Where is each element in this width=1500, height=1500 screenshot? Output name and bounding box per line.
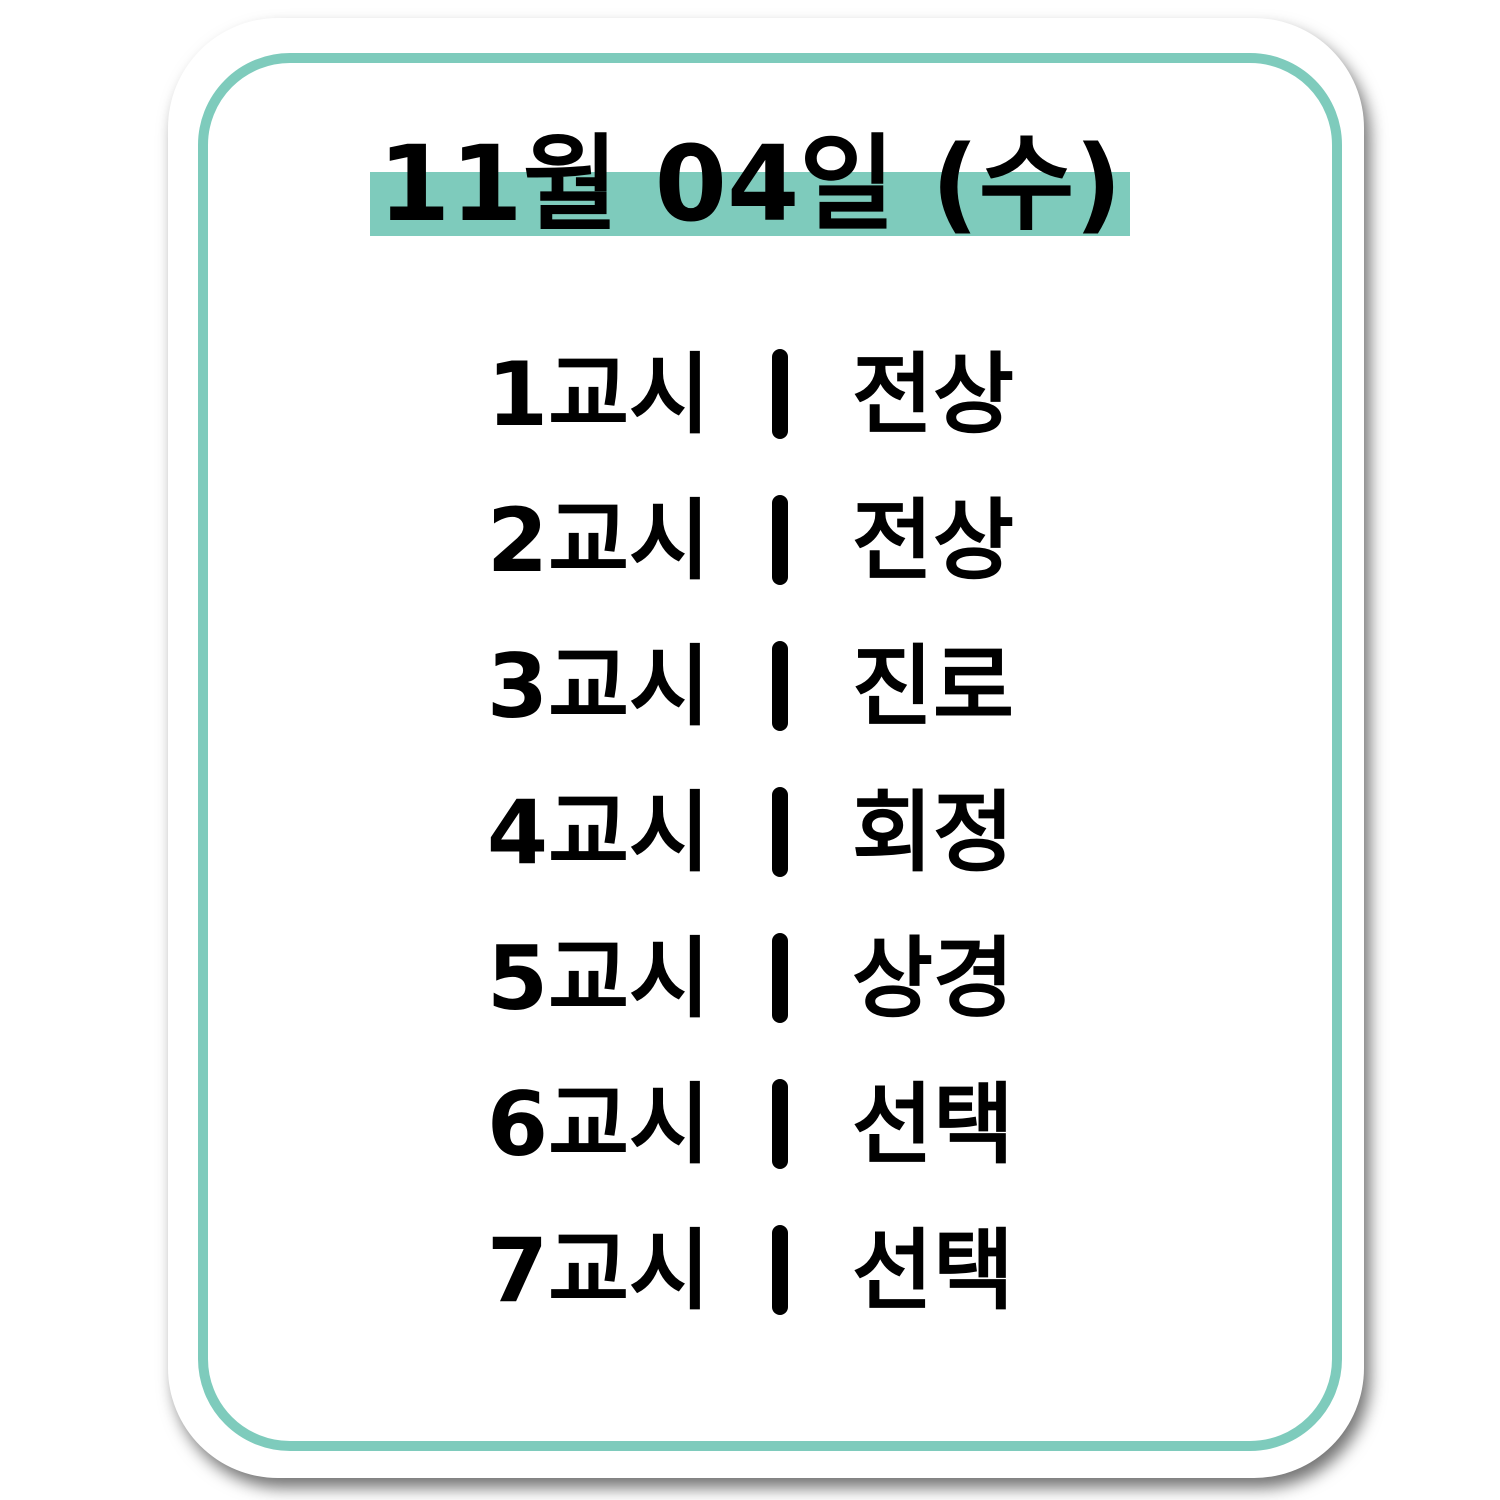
schedule-list: 1교시 전상 2교시 전상 3교시 진로 4교시 회정 5교시 상경 6교시 선… [0, 347, 1500, 1369]
period-label: 6교시 [486, 1073, 710, 1176]
schedule-row: 4교시 회정 [0, 785, 1500, 931]
subject-label: 회정 [852, 781, 1014, 884]
subject-label: 전상 [852, 343, 1014, 446]
divider-bar [772, 495, 788, 585]
divider-bar [772, 641, 788, 731]
subject-label: 상경 [852, 927, 1014, 1030]
period-label: 3교시 [486, 635, 710, 738]
period-label: 2교시 [486, 489, 710, 592]
title-highlight [370, 172, 1130, 236]
period-label: 7교시 [486, 1219, 710, 1322]
schedule-row: 6교시 선택 [0, 1077, 1500, 1223]
divider-bar [772, 787, 788, 877]
divider-bar [772, 1225, 788, 1315]
period-label: 5교시 [486, 927, 710, 1030]
subject-label: 선택 [852, 1073, 1014, 1176]
subject-label: 진로 [852, 635, 1014, 738]
schedule-row: 2교시 전상 [0, 493, 1500, 639]
schedule-row: 3교시 진로 [0, 639, 1500, 785]
schedule-row: 5교시 상경 [0, 931, 1500, 1077]
divider-bar [772, 349, 788, 439]
schedule-row: 1교시 전상 [0, 347, 1500, 493]
date-text: 11월 04일 (수) [378, 123, 1122, 245]
date-title: 11월 04일 (수) [370, 128, 1130, 240]
divider-bar [772, 1079, 788, 1169]
period-label: 4교시 [486, 781, 710, 884]
card-border [198, 53, 1342, 1451]
schedule-card [168, 18, 1364, 1478]
header: 11월 04일 (수) [0, 128, 1500, 240]
subject-label: 선택 [852, 1219, 1014, 1322]
subject-label: 전상 [852, 489, 1014, 592]
period-label: 1교시 [486, 343, 710, 446]
divider-bar [772, 933, 788, 1023]
schedule-row: 7교시 선택 [0, 1223, 1500, 1369]
